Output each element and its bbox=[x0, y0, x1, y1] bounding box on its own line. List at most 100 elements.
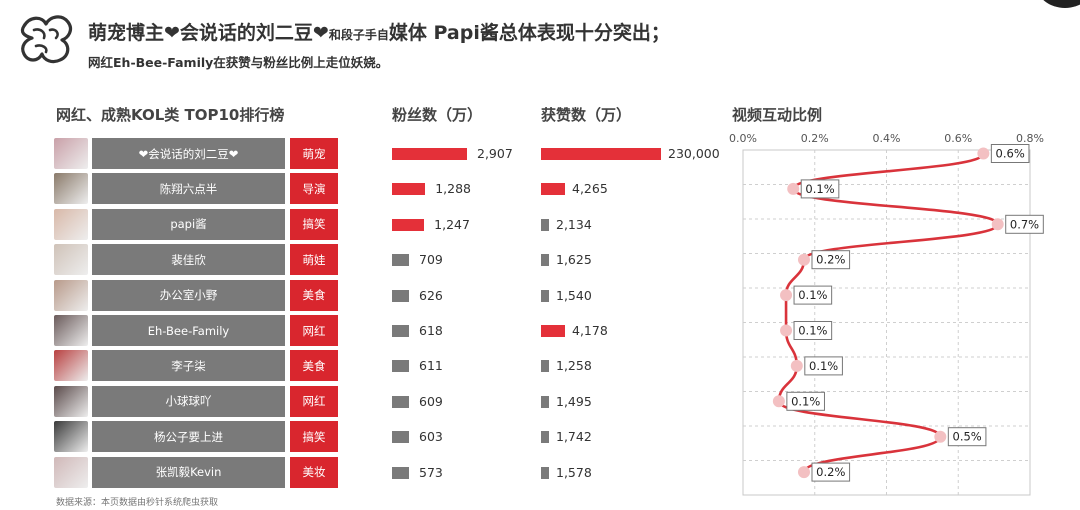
data-label-box bbox=[804, 356, 843, 376]
likes-value-label: 230,000 bbox=[668, 146, 720, 161]
ratio-point bbox=[797, 253, 810, 266]
category-badge: 美妆 bbox=[290, 456, 338, 488]
category-badge: 网红 bbox=[290, 385, 338, 417]
fans-bar bbox=[392, 183, 426, 196]
fans-value-label: 618 bbox=[419, 323, 443, 338]
ratio-series-line bbox=[777, 152, 1000, 473]
fans-bar bbox=[392, 431, 409, 444]
avatar bbox=[54, 279, 88, 311]
fans-value-label: 603 bbox=[419, 429, 443, 445]
ratio-data-label: 0.1% bbox=[791, 394, 820, 408]
data-label-box bbox=[793, 321, 833, 340]
corner-decoration bbox=[1036, 0, 1080, 8]
data-label-box bbox=[811, 462, 851, 482]
fans-value-label: 573 bbox=[419, 464, 443, 480]
fans-bar bbox=[392, 360, 409, 373]
title-segment-5: 酱总体表现十分突出； bbox=[479, 22, 670, 44]
fans-value-label: 609 bbox=[419, 393, 443, 409]
kol-name: 办公室小野 bbox=[92, 279, 285, 311]
likes-value-label: 4,178 bbox=[572, 323, 608, 338]
category-badge: 美食 bbox=[290, 350, 338, 382]
fans-value-label: 626 bbox=[419, 287, 443, 303]
ratio-data-label: 0.2% bbox=[816, 465, 845, 479]
avatar bbox=[54, 385, 88, 417]
avatar bbox=[54, 138, 88, 169]
category-badge: 萌宠 bbox=[290, 138, 338, 169]
kol-name: 杨公子要上进 bbox=[92, 421, 285, 453]
fans-bar bbox=[392, 325, 409, 337]
x-tick-label: 0.8% bbox=[1016, 132, 1044, 145]
likes-value-label: 1,540 bbox=[556, 287, 592, 303]
category-badge: 网红 bbox=[290, 315, 338, 346]
title-segment-1: 萌宠博主❤会说话的刘二豆❤ bbox=[88, 22, 329, 44]
page-title: 萌宠博主❤会说话的刘二豆❤和段子手自媒体 Papi酱总体表现十分突出； bbox=[88, 18, 670, 45]
avatar bbox=[54, 421, 88, 453]
data-label-box bbox=[811, 250, 851, 270]
ratio-point bbox=[772, 395, 785, 408]
ratio-data-label: 0.1% bbox=[798, 288, 827, 302]
likes-value-label: 1,742 bbox=[556, 429, 592, 445]
ratio-point bbox=[780, 324, 793, 337]
x-tick-label: 0.4% bbox=[873, 132, 901, 145]
x-tick-label: 0.0% bbox=[729, 132, 757, 145]
fans-bar bbox=[392, 148, 467, 160]
likes-bar bbox=[541, 395, 549, 408]
ratio-point bbox=[787, 182, 800, 195]
fans-bar bbox=[392, 395, 409, 408]
likes-bar bbox=[541, 431, 549, 444]
x-tick-label: 0.2% bbox=[801, 132, 829, 145]
likes-bar bbox=[541, 148, 661, 160]
interaction-ratio-chart: 0.0% 0.2% 0.4% 0.6% 0.8% 0.6% 0.1% 0.7% 0.2% 0.1%… bbox=[729, 132, 1044, 496]
likes-bar bbox=[541, 254, 549, 267]
category-badge: 搞笑 bbox=[290, 421, 338, 453]
brand-logo-icon bbox=[20, 15, 73, 64]
ratio-data-label: 0.1% bbox=[805, 182, 834, 196]
category-badge: 萌娃 bbox=[290, 244, 338, 276]
kol-name: 小球球吖 bbox=[92, 385, 285, 417]
title-segment-4: Papi bbox=[433, 22, 480, 44]
ratio-data-label: 0.1% bbox=[798, 324, 827, 338]
likes-value-label: 1,625 bbox=[556, 252, 592, 268]
likes-bar bbox=[541, 466, 549, 479]
fans-value-label: 1,288 bbox=[435, 181, 472, 197]
avatar bbox=[54, 315, 88, 346]
ratio-data-label: 0.6% bbox=[996, 147, 1025, 161]
ratio-column-header: 视频互动比例 bbox=[732, 106, 823, 124]
ratio-data-label: 0.7% bbox=[1010, 217, 1039, 231]
title-segment-3: 媒体 bbox=[388, 22, 434, 44]
fans-value-label: 611 bbox=[419, 358, 443, 374]
fans-bar bbox=[392, 254, 409, 267]
likes-column-header: 获赞数（万） bbox=[541, 106, 632, 124]
likes-value-label: 1,578 bbox=[556, 464, 592, 480]
fans-value-label: 1,247 bbox=[434, 216, 470, 232]
avatar bbox=[54, 456, 88, 488]
ratio-data-label: 0.2% bbox=[816, 253, 845, 267]
ratio-point bbox=[977, 147, 990, 160]
likes-value-label: 1,495 bbox=[556, 393, 592, 409]
kol-name: 张凯毅Kevin bbox=[92, 456, 285, 488]
ratio-point bbox=[934, 430, 947, 443]
ratio-point bbox=[797, 466, 810, 479]
data-label-box bbox=[1005, 214, 1044, 234]
category-badge: 美食 bbox=[290, 279, 338, 311]
likes-value-label: 1,258 bbox=[556, 358, 592, 374]
likes-value-label: 2,134 bbox=[556, 216, 592, 232]
title-segment-2: 和段子手自 bbox=[328, 28, 389, 42]
kol-name: Eh-Bee-Family bbox=[92, 315, 285, 346]
kol-name: 陈翔六点半 bbox=[92, 173, 285, 205]
ratio-point bbox=[991, 218, 1004, 231]
likes-bar bbox=[541, 218, 549, 231]
likes-bar bbox=[541, 325, 565, 337]
data-label-box bbox=[990, 144, 1030, 163]
category-badge: 搞笑 bbox=[290, 208, 338, 240]
fans-bar bbox=[392, 218, 425, 231]
avatar bbox=[54, 208, 88, 240]
likes-bar bbox=[541, 360, 549, 373]
fans-value-label: 2,907 bbox=[477, 146, 513, 161]
data-source-note: 数据来源：本页数据由秒针系统爬虫获取 bbox=[56, 498, 219, 508]
kol-name: ❤会说话的刘二豆❤ bbox=[92, 138, 285, 169]
likes-value-label: 4,265 bbox=[572, 181, 608, 197]
category-badge: 导演 bbox=[290, 173, 338, 205]
kol-name: 裴佳欣 bbox=[92, 244, 285, 276]
ratio-point bbox=[790, 359, 803, 372]
